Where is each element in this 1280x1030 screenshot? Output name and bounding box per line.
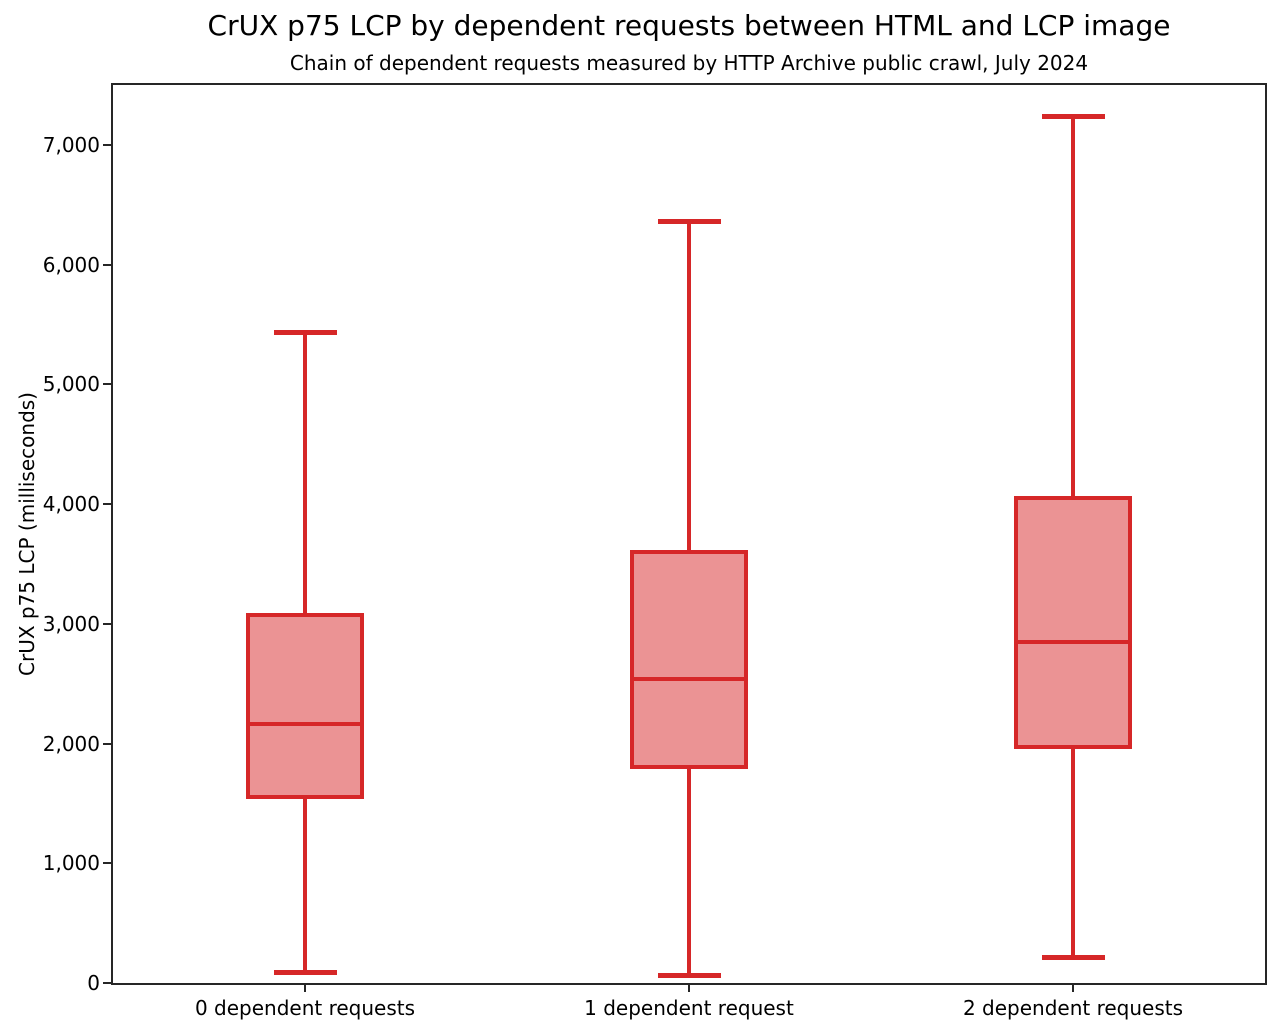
upper-whisker bbox=[303, 332, 307, 614]
y-tick-mark bbox=[103, 742, 111, 745]
y-tick-mark bbox=[103, 143, 111, 146]
y-tick-mark bbox=[103, 862, 111, 865]
y-tick-label: 7,000 bbox=[42, 132, 100, 157]
y-tick-mark bbox=[103, 622, 111, 625]
box bbox=[246, 613, 364, 800]
y-tick-mark bbox=[103, 982, 111, 984]
x-tick-mark bbox=[1072, 985, 1074, 992]
lower-whisker-cap bbox=[657, 973, 721, 979]
lower-whisker bbox=[1071, 748, 1075, 958]
plot-area: 0 1,000 2,000 3,000 4,000 5,000 6,000 7,000 0 de… bbox=[43, 83, 1267, 1020]
y-tick-label: 6,000 bbox=[42, 252, 100, 277]
y-tick-label: 4,000 bbox=[42, 492, 100, 517]
y-tick-label: 3,000 bbox=[42, 611, 100, 636]
x-tick-mark bbox=[304, 985, 306, 992]
chart-subtitle: Chain of dependent requests measured by … bbox=[289, 51, 1089, 75]
box bbox=[630, 549, 748, 769]
upper-whisker bbox=[1071, 116, 1075, 496]
chart-title: CrUX p75 LCP by dependent requests betwe… bbox=[207, 9, 1171, 42]
median-line bbox=[246, 722, 364, 727]
median-line bbox=[630, 676, 748, 681]
y-tick-mark bbox=[103, 503, 111, 506]
lower-whisker bbox=[303, 799, 307, 973]
upper-whisker-cap bbox=[273, 330, 337, 336]
lower-whisker bbox=[687, 768, 691, 976]
lower-whisker-cap bbox=[273, 970, 337, 976]
y-tick-label: 0 bbox=[87, 971, 100, 995]
box bbox=[1014, 495, 1132, 749]
upper-whisker-cap bbox=[1041, 114, 1105, 120]
upper-whisker-cap bbox=[657, 218, 721, 224]
x-tick-mark bbox=[688, 985, 690, 992]
lower-whisker-cap bbox=[1041, 954, 1105, 960]
y-tick-label: 2,000 bbox=[42, 731, 100, 756]
y-tick-mark bbox=[103, 263, 111, 266]
x-tick-label: 0 dependent requests bbox=[194, 996, 416, 1020]
y-tick-label: 1,000 bbox=[42, 851, 100, 876]
y-tick-label: 5,000 bbox=[42, 372, 100, 397]
median-line bbox=[1014, 639, 1132, 644]
y-tick-mark bbox=[103, 383, 111, 386]
x-tick-label: 1 dependent request bbox=[584, 996, 794, 1020]
x-tick-label: 2 dependent requests bbox=[962, 996, 1184, 1020]
upper-whisker bbox=[687, 221, 691, 550]
